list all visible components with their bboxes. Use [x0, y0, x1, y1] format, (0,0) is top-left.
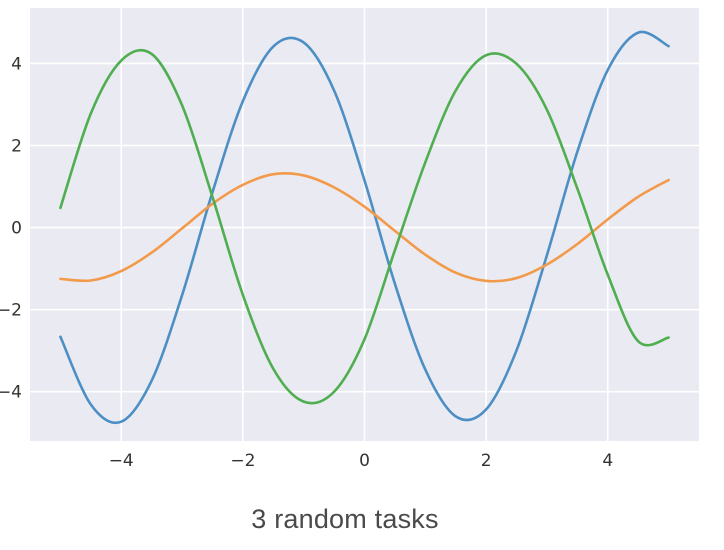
- y-tick-label: 2: [11, 136, 22, 156]
- x-tick-label: 0: [359, 451, 370, 471]
- series-line-orange: [59, 172, 670, 283]
- y-tick-label: −4: [0, 383, 22, 403]
- grid: [30, 8, 699, 441]
- figure-caption: 3 random tasks: [251, 504, 439, 534]
- series-line-green: [59, 48, 670, 405]
- x-tick-label: 2: [481, 451, 492, 471]
- x-axis-ticks: −4 −2 0 2 4: [109, 451, 613, 471]
- y-axis-ticks: −4 −2 0 2 4: [0, 54, 22, 402]
- y-tick-label: −2: [0, 301, 22, 321]
- series-lines: [59, 30, 670, 424]
- x-tick-label: −4: [109, 451, 134, 471]
- x-tick-label: 4: [602, 451, 613, 471]
- line-chart: −4 −2 0 2 4 −4 −2 0 2 4: [0, 8, 699, 471]
- y-tick-label: 0: [11, 219, 22, 239]
- x-tick-label: −2: [230, 451, 255, 471]
- y-tick-label: 4: [11, 54, 22, 74]
- series-line-blue: [59, 30, 670, 424]
